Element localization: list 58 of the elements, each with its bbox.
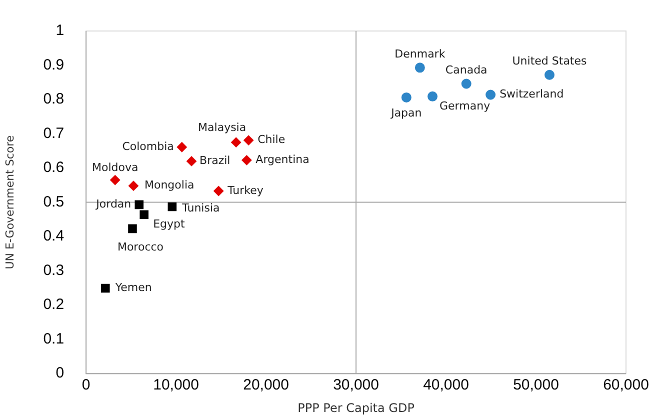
point	[544, 70, 555, 80]
point	[101, 284, 110, 293]
point	[414, 62, 425, 73]
annotation: Canada	[445, 64, 488, 77]
y-tick-label: 0.3	[43, 262, 64, 279]
point	[214, 186, 224, 196]
annotation: Morocco	[117, 240, 164, 254]
y-tick-label: 0.6	[43, 159, 64, 176]
point	[244, 135, 254, 146]
point	[242, 155, 252, 166]
annotation: Argentina	[256, 153, 310, 166]
annotation: Brazil	[200, 154, 230, 168]
point	[461, 78, 472, 89]
y-tick-label: 0.2	[43, 296, 64, 314]
x-tick-label: 0	[82, 376, 90, 394]
y-axis-title: UN E-Government Score	[3, 135, 16, 270]
y-tick-label: 0.4	[43, 228, 64, 245]
point	[128, 180, 138, 191]
annotation: Switzerland	[500, 88, 564, 101]
point	[134, 200, 144, 210]
point	[128, 224, 137, 234]
x-tick-label: 60,000	[603, 376, 649, 394]
annotation: Moldova	[92, 160, 138, 174]
annotation: Yemen	[114, 281, 152, 294]
annotation: Jordan	[95, 198, 132, 211]
annotation: Turkey	[226, 184, 264, 197]
point	[486, 90, 496, 100]
x-tick-label: 50,000	[513, 376, 559, 394]
point	[231, 137, 242, 148]
annotation: Denmark	[394, 48, 446, 61]
annotation: Colombia	[122, 140, 174, 153]
annotation: Chile	[258, 133, 286, 146]
point	[401, 92, 412, 102]
x-tick-label: 40,000	[423, 376, 469, 394]
point	[110, 175, 120, 186]
point	[176, 142, 187, 152]
annotation: Tunisia	[181, 202, 220, 215]
point	[140, 210, 148, 220]
annotation: Malaysia	[198, 121, 246, 134]
y-tick-label: 0.7	[43, 124, 64, 142]
y-tick-label: 0	[56, 364, 64, 382]
x-tick-label: 30,000	[333, 376, 379, 394]
y-tick-label: 0.1	[43, 330, 64, 348]
x-tick-label: 10,000	[153, 376, 199, 394]
point	[168, 202, 177, 212]
annotation: Japan	[390, 106, 422, 120]
y-tick-label: 0.8	[43, 90, 64, 108]
x-tick-label: 20,000	[243, 376, 289, 394]
annotation: Germany	[440, 99, 491, 112]
point	[186, 156, 197, 166]
annotation: Mongolia	[144, 178, 194, 192]
point	[428, 91, 438, 102]
y-tick-label: 0.5	[43, 193, 64, 210]
y-tick-label: 0.9	[43, 56, 64, 74]
annotation: United States	[512, 54, 588, 68]
y-tick-label: 1	[56, 22, 64, 40]
x-axis-title: PPP Per Capita GDP	[298, 400, 414, 415]
annotation: Egypt	[153, 217, 186, 230]
